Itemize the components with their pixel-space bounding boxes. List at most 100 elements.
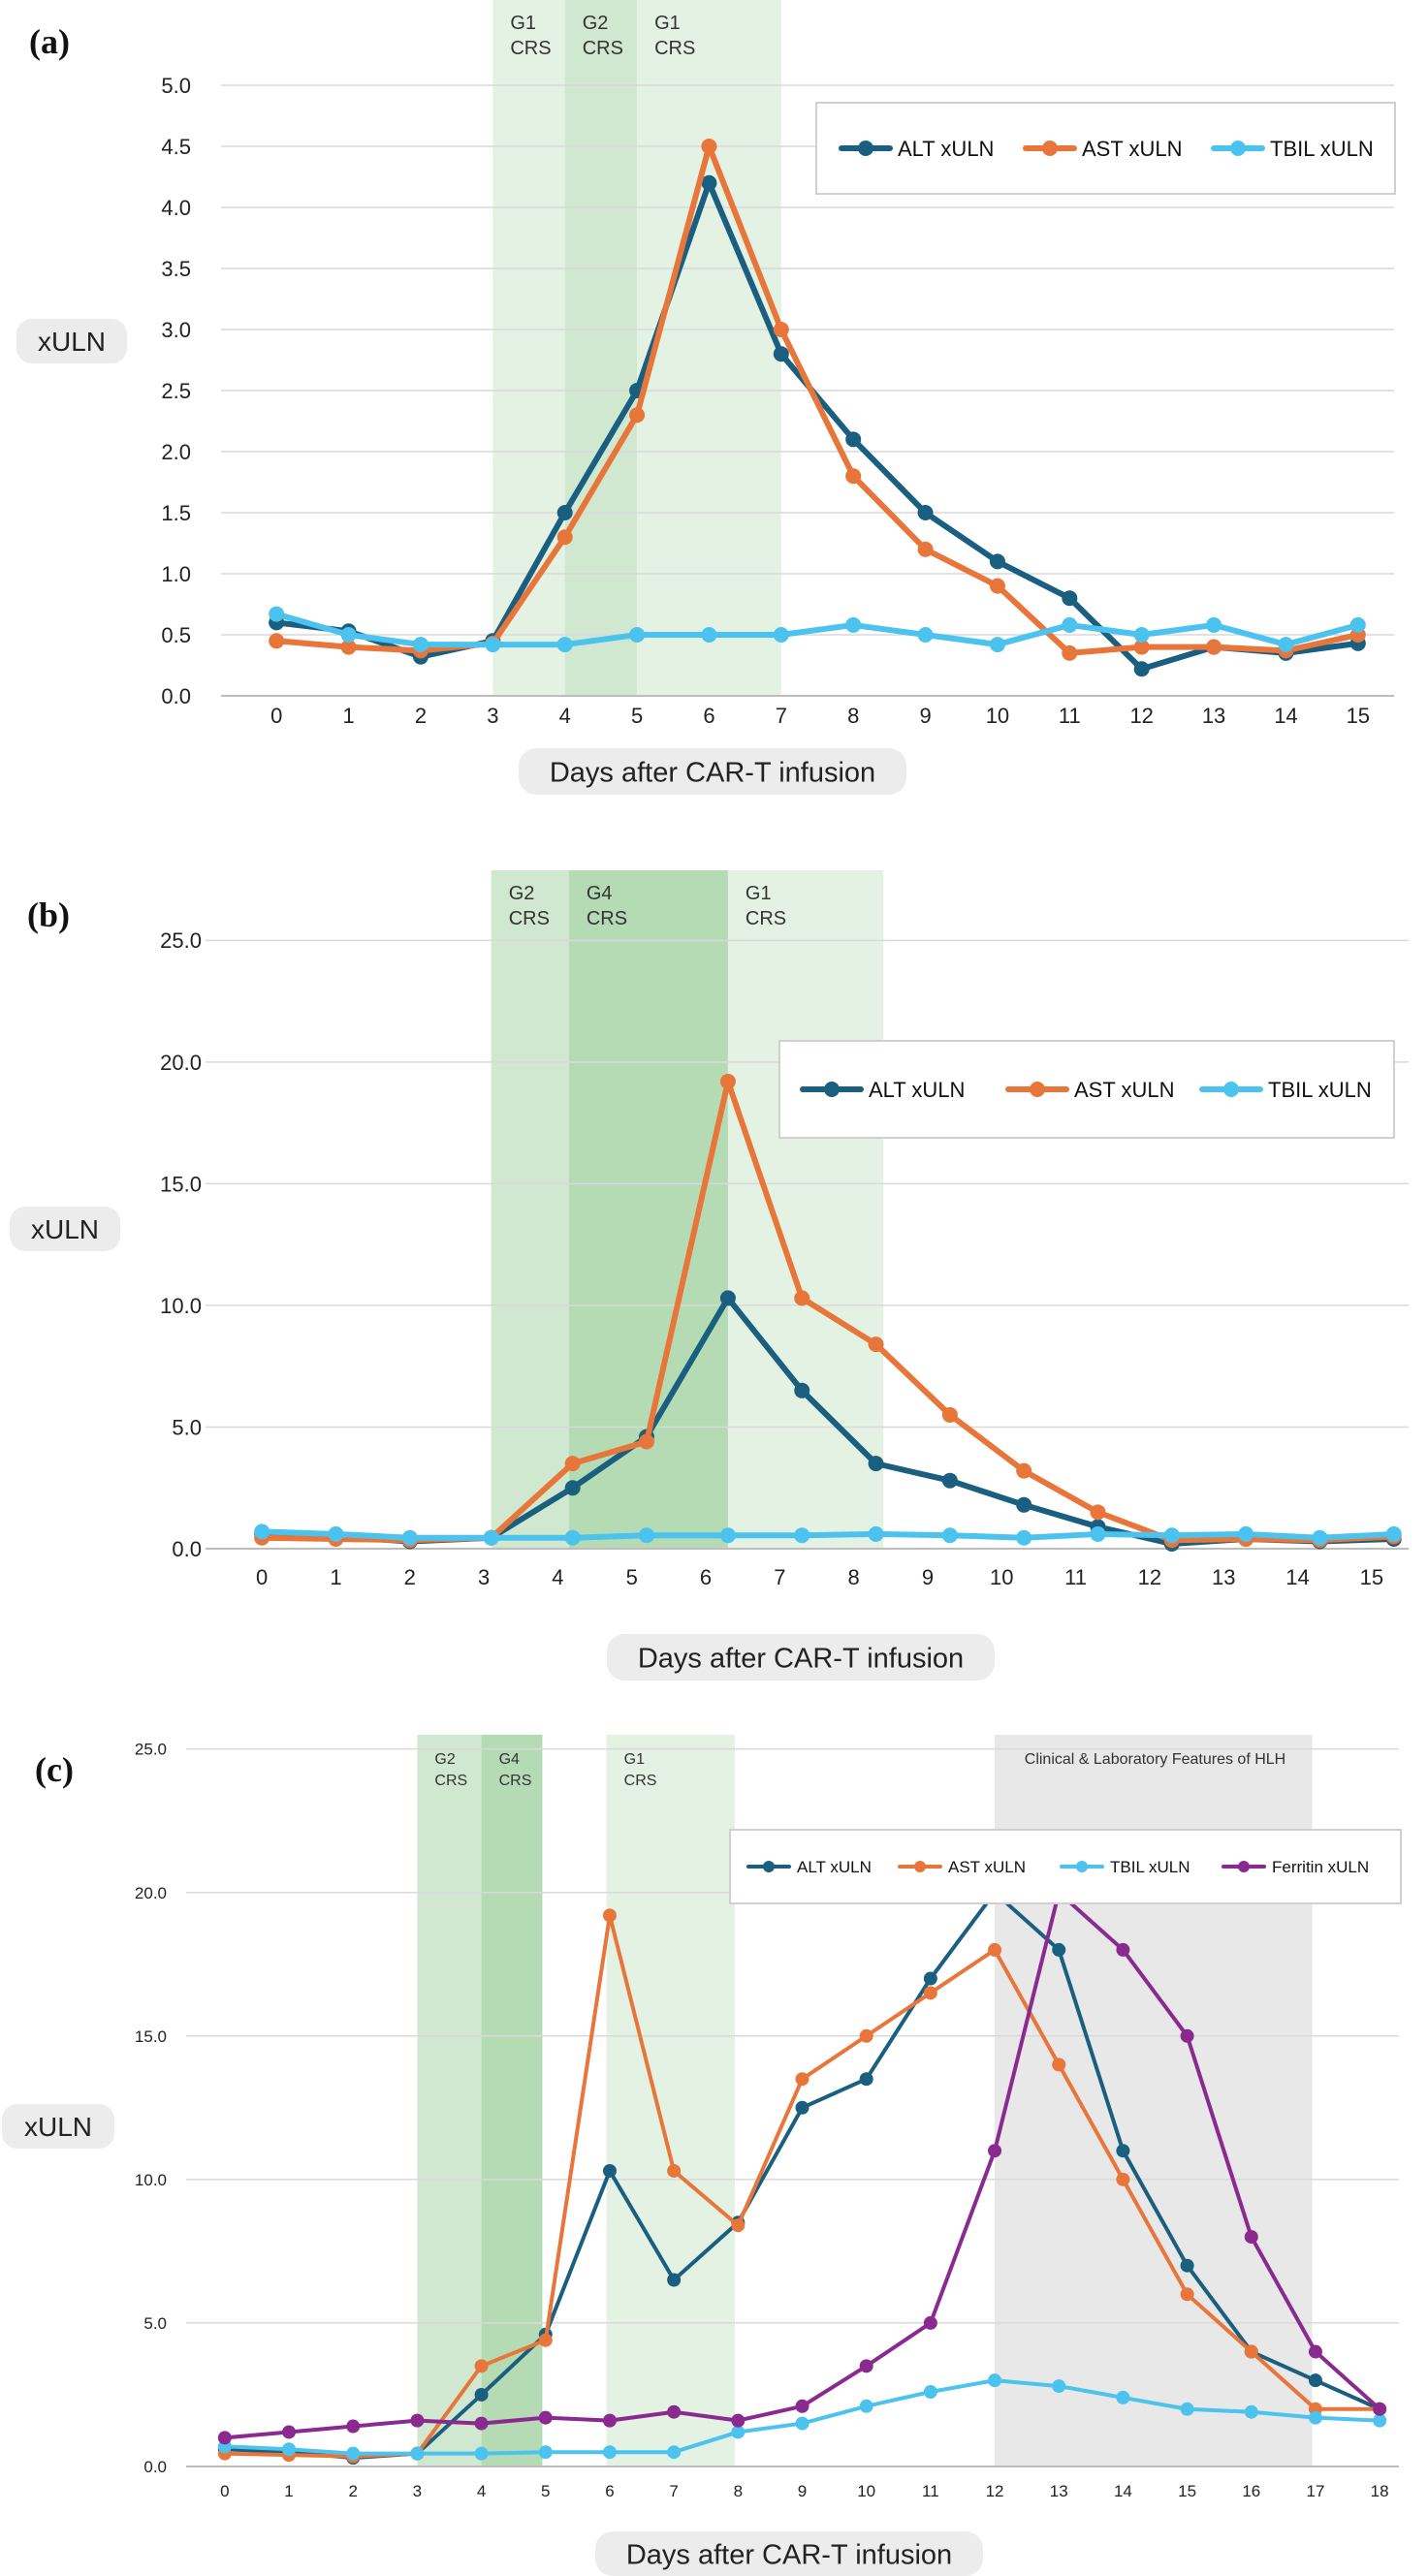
data-point-ferritin — [538, 2410, 553, 2425]
data-point-alt — [474, 2387, 489, 2402]
x-tick-label: 3 — [478, 1565, 490, 1589]
x-axis-title: Days after CAR-T infusion — [638, 1643, 964, 1674]
data-point-ast — [564, 1456, 581, 1472]
data-point-tbil — [794, 1527, 810, 1544]
data-point-ast — [629, 407, 646, 424]
data-point-ast — [917, 541, 934, 557]
legend-marker — [1238, 1861, 1250, 1872]
data-point-alt — [1052, 1942, 1066, 1957]
band-label: CRS — [587, 908, 627, 929]
y-tick-label: 1.0 — [161, 562, 191, 586]
x-tick-label: 3 — [487, 704, 498, 728]
data-point-tbil — [1238, 1525, 1254, 1542]
x-tick-label: 3 — [413, 2482, 422, 2500]
x-axis-title-bg — [519, 748, 906, 795]
y-axis-title: xULN — [38, 327, 106, 357]
y-tick-label: 2.0 — [161, 440, 191, 464]
data-point-ferritin — [346, 2419, 361, 2434]
band-label: CRS — [434, 1773, 467, 1789]
legend-label: ALT xULN — [797, 1858, 872, 1876]
legend-label: Ferritin xULN — [1272, 1858, 1369, 1876]
legend-label: AST xULN — [948, 1858, 1026, 1876]
data-point-alt — [941, 1472, 958, 1489]
y-tick-label: 20.0 — [160, 1051, 202, 1075]
legend-label: AST xULN — [1074, 1078, 1175, 1102]
data-point-ferritin — [474, 2416, 489, 2431]
band-label: G2 — [434, 1751, 455, 1768]
y-tick-label: 4.5 — [161, 135, 191, 159]
x-tick-label: 13 — [1202, 704, 1225, 728]
x-tick-label: 11 — [1064, 1565, 1087, 1589]
band-label: CRS — [624, 1773, 657, 1789]
y-tick-label: 1.5 — [161, 501, 191, 525]
data-point-ferritin — [1244, 2230, 1258, 2245]
series-line-ast — [273, 143, 1361, 656]
data-point-tbil — [1278, 637, 1294, 653]
data-point-tbil — [667, 2445, 682, 2460]
data-point-alt — [1116, 2144, 1130, 2158]
crs-band — [417, 1735, 482, 2466]
data-point-ferritin — [1373, 2402, 1387, 2416]
x-tick-label: 17 — [1307, 2482, 1325, 2500]
x-tick-label: 2 — [404, 1565, 416, 1589]
data-point-tbil — [859, 2399, 873, 2413]
panel-label: (a) — [29, 22, 70, 61]
data-point-tbil — [602, 2445, 617, 2460]
x-tick-label: 1 — [330, 1565, 341, 1589]
data-point-tbil — [629, 627, 646, 643]
data-point-alt — [1133, 661, 1150, 677]
crs-band — [637, 0, 781, 696]
x-tick-label: 15 — [1178, 2482, 1196, 2500]
data-point-ast — [731, 2218, 746, 2233]
data-point-ast — [795, 2072, 809, 2087]
legend-box — [778, 1040, 1395, 1139]
data-point-ast — [1062, 644, 1078, 661]
data-point-tbil — [1385, 1525, 1402, 1542]
band-label: Clinical & Laboratory Features of HLH — [1025, 1751, 1285, 1768]
data-point-ferritin — [1180, 2028, 1194, 2043]
data-point-tbil — [1062, 616, 1078, 633]
data-point-alt — [667, 2273, 682, 2287]
data-point-alt — [1062, 590, 1078, 607]
x-tick-label: 14 — [1114, 2482, 1132, 2500]
data-point-ferritin — [410, 2413, 425, 2428]
data-point-tbil — [941, 1527, 958, 1544]
y-axis-title: xULN — [31, 1214, 99, 1244]
data-point-tbil — [845, 616, 862, 633]
data-point-ast — [538, 2333, 553, 2347]
legend-label: ALT xULN — [869, 1078, 965, 1102]
x-tick-label: 1 — [342, 704, 354, 728]
data-point-tbil — [1244, 2404, 1258, 2419]
band-label: G4 — [587, 883, 613, 904]
band-label: G2 — [583, 13, 609, 34]
y-tick-label: 25.0 — [135, 1741, 167, 1759]
data-point-tbil — [795, 2416, 809, 2431]
data-point-tbil — [638, 1527, 654, 1544]
x-tick-label: 5 — [541, 2482, 550, 2500]
x-tick-label: 8 — [848, 1565, 860, 1589]
data-point-ast — [1016, 1462, 1032, 1479]
legend-marker — [914, 1861, 926, 1872]
data-point-tbil — [868, 1525, 884, 1542]
data-point-tbil — [254, 1524, 270, 1540]
data-point-ast — [988, 1942, 1002, 1957]
data-point-ast — [1052, 2058, 1066, 2072]
data-point-ast — [1133, 639, 1150, 655]
data-point-ferritin — [923, 2315, 937, 2330]
band-label: CRS — [510, 38, 551, 59]
x-tick-label: 7 — [774, 1565, 785, 1589]
y-tick-label: 0.5 — [161, 623, 191, 647]
data-point-ast — [719, 1073, 736, 1089]
data-point-ast — [1206, 639, 1222, 655]
crs-band — [564, 0, 638, 696]
y-tick-label: 3.0 — [161, 318, 191, 342]
x-tick-label: 14 — [1285, 1565, 1309, 1589]
data-point-tbil — [269, 606, 285, 622]
data-point-ferritin — [282, 2425, 297, 2439]
x-tick-label: 6 — [605, 2482, 614, 2500]
y-tick-label: 4.0 — [161, 196, 191, 220]
y-tick-label: 0.0 — [172, 1537, 202, 1561]
legend-label: TBIL xULN — [1268, 1078, 1372, 1102]
x-tick-label: 2 — [415, 704, 427, 728]
x-tick-label: 15 — [1360, 1565, 1383, 1589]
